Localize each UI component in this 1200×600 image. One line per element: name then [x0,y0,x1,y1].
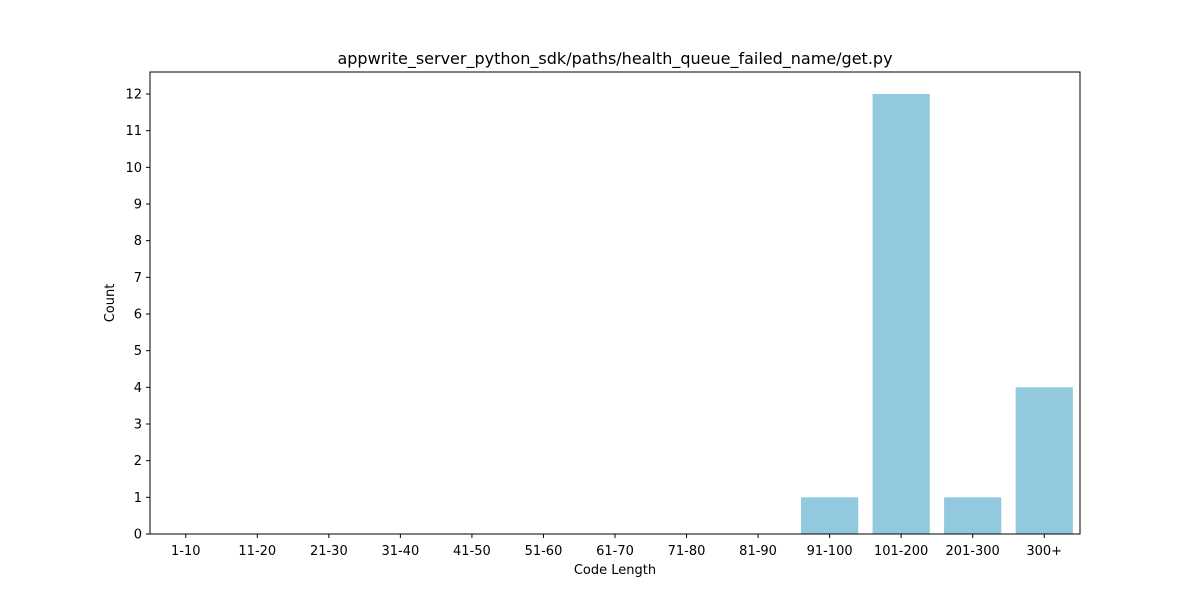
y-tick-label: 1 [134,491,142,506]
x-axis-label: Code Length [574,563,656,578]
bars-layer [801,94,1073,534]
bar-101-200 [872,94,930,534]
x-tick-label: 101-200 [874,544,928,559]
x-tick-label: 81-90 [739,544,777,559]
y-tick-label: 11 [125,124,142,139]
x-tick-label: 1-10 [171,544,201,559]
y-tick-label: 12 [125,88,142,103]
y-axis-label: Count [103,284,118,323]
y-tick-label: 9 [134,198,142,213]
bar-300+ [1015,387,1073,534]
y-tick-label: 3 [134,418,142,433]
chart-title: appwrite_server_python_sdk/paths/health_… [337,49,892,69]
y-tick-label: 0 [134,528,142,543]
x-tick-label: 11-20 [238,544,276,559]
x-tick-label: 21-30 [310,544,348,559]
plot-frame [149,71,1081,535]
y-tick-label: 4 [134,381,142,396]
x-tick-label: 61-70 [596,544,634,559]
y-tick-label: 2 [134,454,142,469]
y-tick-label: 7 [134,271,142,286]
y-tick-label: 8 [134,234,142,249]
x-axis: 1-10 11-20 21-30 31-40 41-50 51-60 61-70 71-80 8… [171,534,1062,559]
y-tick-label: 5 [134,344,142,359]
x-tick-label: 41-50 [453,544,491,559]
x-tick-label: 31-40 [381,544,419,559]
y-tick-label: 10 [125,161,142,176]
bar-91-100 [801,497,859,534]
x-tick-label: 71-80 [668,544,706,559]
y-tick-label: 6 [134,308,142,323]
x-tick-label: 201-300 [946,544,1000,559]
bar-201-300 [944,497,1002,534]
x-tick-label: 91-100 [807,544,853,559]
x-tick-label: 51-60 [525,544,563,559]
x-tick-label: 300+ [1026,544,1062,559]
